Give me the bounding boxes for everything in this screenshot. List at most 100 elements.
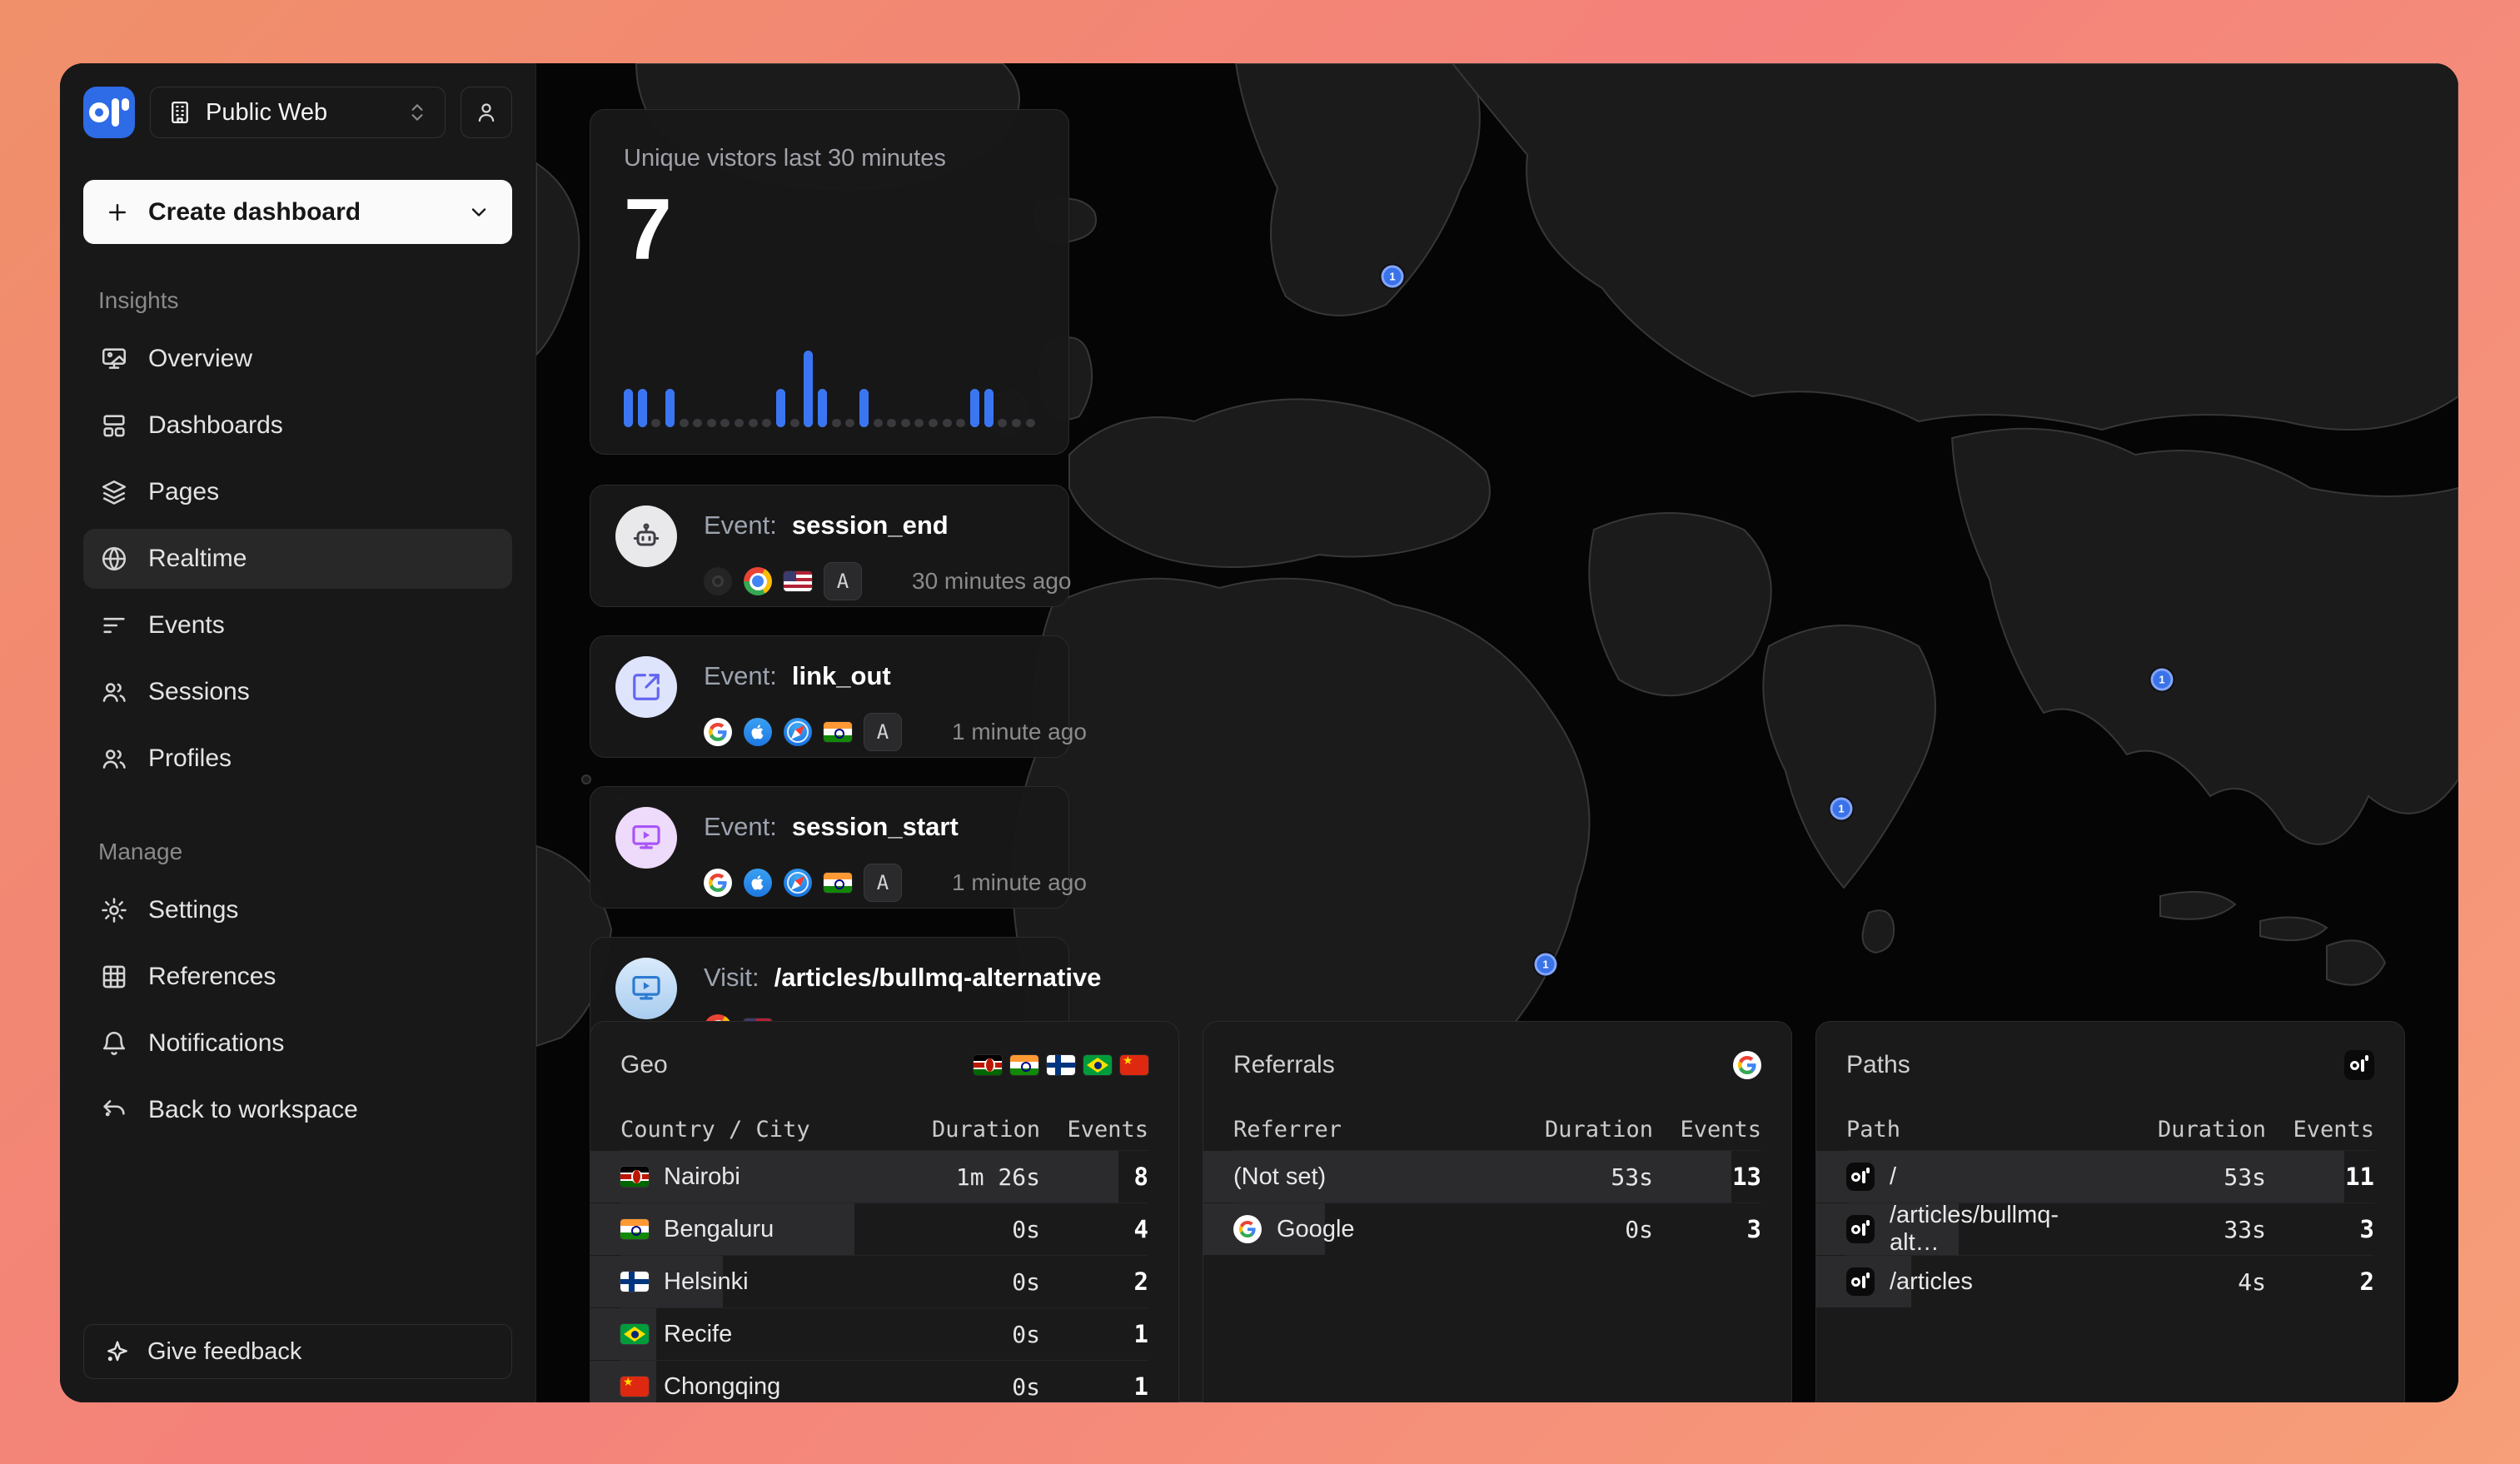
sidebar-item-sessions[interactable]: Sessions xyxy=(83,662,512,722)
workspace-row: Public Web xyxy=(83,87,512,138)
plus-icon xyxy=(105,200,130,225)
path-row-articles[interactable]: /articles 4s 2 xyxy=(1816,1255,2374,1307)
sidebar-item-overview[interactable]: Overview xyxy=(83,329,512,389)
sidebar-item-references[interactable]: References xyxy=(83,947,512,1007)
sidebar-item-dashboards[interactable]: Dashboards xyxy=(83,396,512,456)
workspace-name: Public Web xyxy=(206,98,328,126)
india-flag-icon xyxy=(824,722,852,742)
kenya-flag-icon xyxy=(620,1167,649,1187)
paths-card: Paths Path Duration Events / 53s 11 /art… xyxy=(1815,1021,2405,1402)
referral-row-not-set[interactable]: (Not set) 53s 13 xyxy=(1203,1150,1761,1203)
visitor-bar xyxy=(624,389,633,427)
unique-visitors-card: Unique vistors last 30 minutes 7 xyxy=(590,109,1069,455)
sidebar-item-back-to-workspace[interactable]: Back to workspace xyxy=(83,1080,512,1140)
site-favicon-icon xyxy=(1846,1163,1875,1191)
column-path: Path xyxy=(1846,1116,1901,1143)
path-row-articles-bullmq[interactable]: /articles/bullmq-alt… 33s 3 xyxy=(1816,1202,2374,1256)
user-icon xyxy=(474,100,499,125)
google-icon xyxy=(704,718,732,746)
map-marker-kenya[interactable]: 1 xyxy=(1534,953,1557,976)
sidebar: Public Web Create dashboard Insights xyxy=(60,63,536,1402)
unique-visitors-title: Unique vistors last 30 minutes xyxy=(624,145,946,172)
a-badge: A xyxy=(824,562,862,600)
geo-row-helsinki[interactable]: Helsinki 0s 2 xyxy=(590,1255,1148,1307)
event-time: 30 minutes ago xyxy=(912,568,1072,594)
sidebar-item-notifications[interactable]: Notifications xyxy=(83,1013,512,1073)
event-name: session_start xyxy=(791,812,959,841)
google-icon xyxy=(704,869,732,897)
sidebar-item-label: Profiles xyxy=(148,744,232,772)
geo-row-nairobi[interactable]: Nairobi 1m 26s 8 xyxy=(590,1150,1148,1203)
india-flag-icon xyxy=(824,873,852,893)
event-card-link-out[interactable]: Event: link_out A 1 minute ago xyxy=(590,635,1087,758)
kenya-flag-icon xyxy=(974,1055,1002,1075)
chevrons-up-down-icon xyxy=(406,102,428,123)
geo-header-flags xyxy=(974,1055,1148,1075)
sidebar-item-settings[interactable]: Settings xyxy=(83,880,512,940)
map-marker-finland[interactable]: 1 xyxy=(1381,265,1404,288)
geo-row-chongqing[interactable]: Chongqing 0s 1 xyxy=(590,1360,1148,1402)
referral-row-google[interactable]: Google 0s 3 xyxy=(1203,1203,1761,1255)
event-kind: Event: xyxy=(704,812,777,841)
us-flag-icon xyxy=(784,571,812,591)
a-badge: A xyxy=(864,864,902,902)
event-kind: Event: xyxy=(704,661,777,690)
visitor-bar-empty xyxy=(956,419,966,427)
referrals-column-headers: Referrer Duration Events xyxy=(1233,1108,1761,1150)
unique-visitors-count: 7 xyxy=(624,182,672,278)
profile-button[interactable] xyxy=(461,87,512,138)
visitor-bar xyxy=(984,389,994,427)
google-icon xyxy=(1233,1215,1262,1243)
sidebar-item-label: Overview xyxy=(148,345,253,372)
brazil-flag-icon xyxy=(1083,1055,1112,1075)
visitor-bar-empty xyxy=(942,419,952,427)
column-duration: Duration xyxy=(1544,1116,1653,1143)
building-icon xyxy=(167,100,192,125)
visitor-bar-empty xyxy=(720,419,730,427)
geo-row-recife[interactable]: Recife 0s 1 xyxy=(590,1307,1148,1360)
event-card-session-start[interactable]: Event: session_start A 1 minute ago xyxy=(590,786,1087,909)
sparkle-icon xyxy=(104,1338,131,1365)
india-flag-icon xyxy=(620,1219,649,1239)
visitor-bar-empty xyxy=(900,419,910,427)
visitor-bar-empty xyxy=(845,419,855,427)
referrals-card: Referrals Referrer Duration Events (Not … xyxy=(1203,1021,1792,1402)
map-marker-india[interactable]: 1 xyxy=(1830,797,1853,820)
map-marker-china[interactable]: 1 xyxy=(2150,668,2174,691)
sidebar-item-label: Sessions xyxy=(148,678,250,705)
a-badge: A xyxy=(864,713,902,751)
visitor-bar xyxy=(637,389,647,427)
geo-column-headers: Country / City Duration Events xyxy=(620,1108,1148,1150)
app-window: Public Web Create dashboard Insights xyxy=(60,63,2458,1402)
workspace-selector[interactable]: Public Web xyxy=(150,87,446,138)
visitor-bar xyxy=(776,389,786,427)
sidebar-item-realtime[interactable]: Realtime xyxy=(83,529,512,589)
visitor-bar xyxy=(970,389,980,427)
event-card-session-end[interactable]: Event: session_end A 30 minutes ago xyxy=(590,485,1072,607)
marker-count: 1 xyxy=(1542,958,1549,971)
visitor-bar-empty xyxy=(998,419,1008,427)
layers-icon xyxy=(100,478,128,506)
bell-icon xyxy=(100,1029,128,1058)
column-events: Events xyxy=(1067,1116,1148,1143)
visitor-bar-empty xyxy=(1025,419,1035,427)
path-label: /articles/bullmq-alt… xyxy=(1890,1202,2059,1256)
users-icon xyxy=(100,744,128,773)
create-dashboard-button[interactable]: Create dashboard xyxy=(83,180,512,244)
monitor-image-icon xyxy=(100,345,128,373)
sidebar-item-profiles[interactable]: Profiles xyxy=(83,729,512,789)
geo-duration: 0s xyxy=(1012,1267,1040,1296)
geo-row-bengaluru[interactable]: Bengaluru 0s 4 xyxy=(590,1203,1148,1255)
sidebar-item-events[interactable]: Events xyxy=(83,595,512,655)
sidebar-item-pages[interactable]: Pages xyxy=(83,462,512,522)
path-row-root[interactable]: / 53s 11 xyxy=(1816,1150,2374,1203)
geo-title: Geo xyxy=(620,1051,668,1078)
external-link-icon xyxy=(615,656,677,718)
site-favicon-icon xyxy=(2344,1050,2374,1080)
sidebar-item-label: References xyxy=(148,963,276,990)
grid-icon xyxy=(100,963,128,991)
china-flag-icon xyxy=(620,1377,649,1397)
sidebar-item-label: Realtime xyxy=(148,545,247,572)
give-feedback-button[interactable]: Give feedback xyxy=(83,1324,512,1379)
